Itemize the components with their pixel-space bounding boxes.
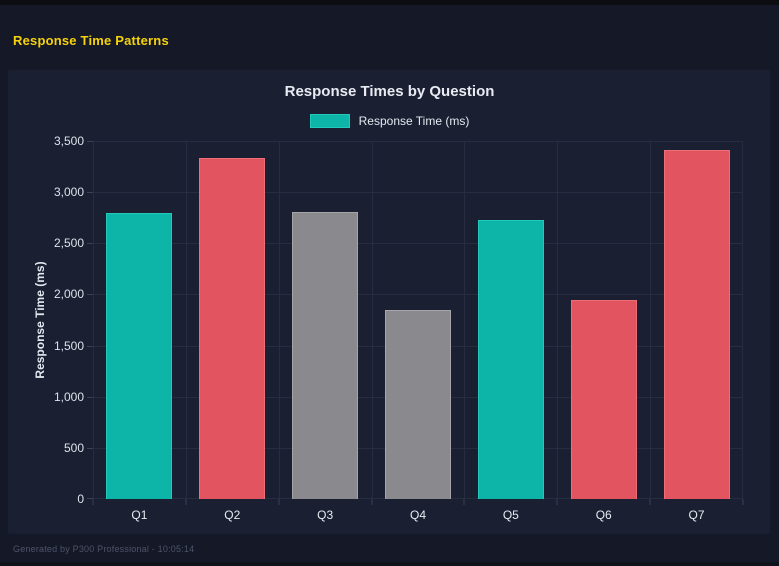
x-tick-label: Q5	[502, 508, 519, 522]
v-gridline	[278, 141, 280, 499]
bar-Q7[interactable]	[663, 150, 730, 499]
v-gridline	[185, 141, 187, 499]
y-tick-label: 500	[63, 440, 84, 455]
y-tick-mark	[87, 447, 93, 449]
window-bottom-strip	[0, 562, 779, 566]
legend-label: Response Time (ms)	[358, 114, 470, 128]
h-gridline	[93, 141, 743, 142]
x-tick-label: Q2	[224, 508, 241, 522]
y-tick-mark	[87, 243, 93, 245]
page-title: Response Time Patterns	[13, 33, 169, 48]
chart-title: Response Times by Question	[284, 83, 495, 100]
bar-Q6[interactable]	[570, 299, 637, 499]
footer-text: Generated by P300 Professional - 10:05:1…	[13, 544, 195, 554]
x-tick-mark	[649, 499, 651, 505]
y-tick-label: 1,500	[53, 338, 84, 353]
y-tick-label: 2,500	[53, 236, 84, 251]
chart-legend[interactable]: Response Time (ms)	[0, 114, 779, 128]
y-tick-mark	[87, 192, 93, 194]
x-axis-tick-labels: Q1 Q2 Q3 Q4 Q5 Q6 Q7	[93, 508, 743, 524]
y-tick-label: 2,000	[53, 287, 84, 302]
plot-area	[87, 141, 744, 505]
x-tick-mark	[742, 499, 744, 505]
y-tick-label: 3,000	[53, 185, 84, 200]
y-tick-label: 3,500	[53, 134, 84, 148]
x-tick-label: Q6	[595, 508, 612, 522]
h-gridline	[93, 243, 743, 245]
bar-Q5[interactable]	[477, 219, 544, 499]
x-tick-mark	[185, 499, 187, 505]
x-tick-label: Q7	[688, 508, 705, 522]
x-tick-label: Q3	[317, 508, 334, 522]
window-top-strip	[0, 0, 779, 5]
v-gridline	[464, 141, 466, 499]
y-tick-label: 0	[77, 492, 84, 506]
x-tick-label: Q4	[409, 508, 427, 522]
y-tick-mark	[87, 498, 93, 499]
legend-swatch	[309, 114, 350, 128]
h-gridline	[93, 294, 743, 296]
y-tick-label: 1,000	[53, 389, 84, 404]
x-tick-mark	[556, 499, 558, 505]
v-gridline	[93, 141, 94, 499]
v-gridline	[650, 141, 652, 499]
bar-Q1[interactable]	[106, 212, 173, 499]
y-tick-mark	[87, 345, 93, 347]
x-tick-mark	[92, 499, 94, 505]
x-tick-mark	[371, 499, 373, 505]
y-tick-mark	[87, 294, 93, 296]
v-gridline	[742, 141, 743, 499]
bar-Q4[interactable]	[385, 309, 451, 499]
v-gridline	[557, 141, 559, 499]
x-tick-mark	[463, 499, 465, 505]
y-tick-mark	[87, 396, 93, 398]
y-tick-mark	[87, 141, 93, 142]
h-gridline	[93, 192, 743, 194]
y-axis-tick-labels: 0 500 1,000 1,500 2,000 2,500 3,000 3,500	[0, 134, 84, 506]
bar-Q2[interactable]	[199, 158, 266, 499]
v-gridline	[371, 141, 373, 499]
bar-Q3[interactable]	[292, 211, 359, 499]
x-tick-mark	[278, 499, 280, 505]
x-tick-label: Q1	[131, 508, 148, 522]
